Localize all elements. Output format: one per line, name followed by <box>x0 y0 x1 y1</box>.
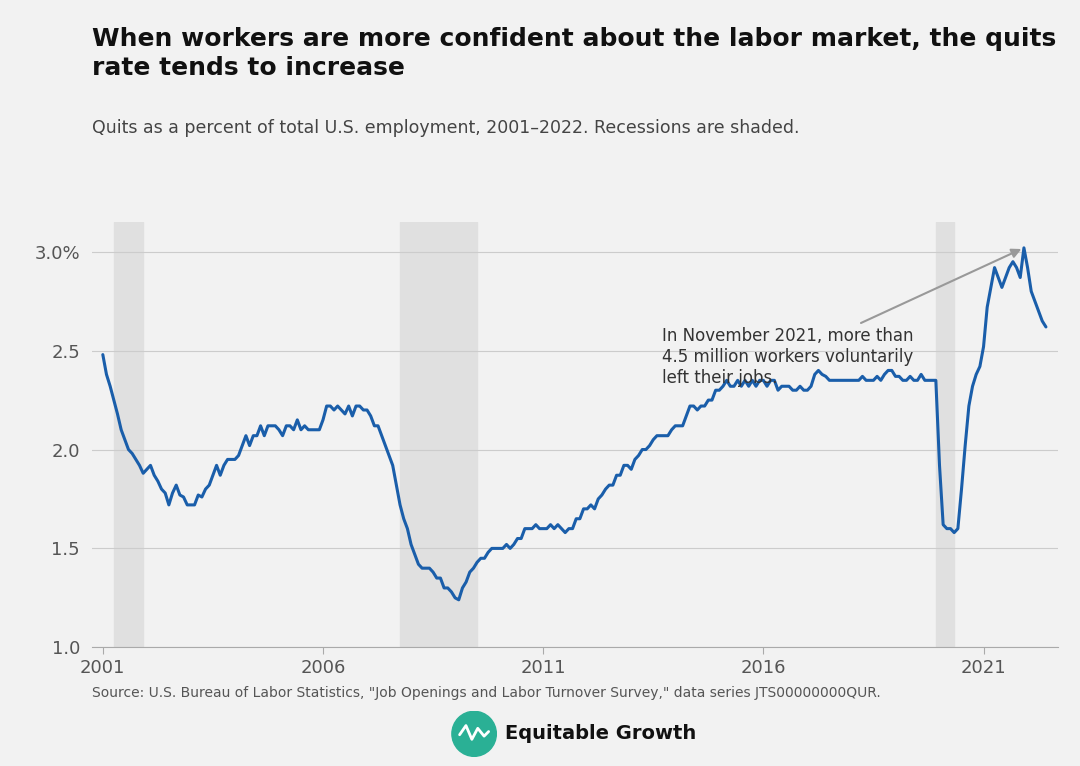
Text: Source: U.S. Bureau of Labor Statistics, "Job Openings and Labor Turnover Survey: Source: U.S. Bureau of Labor Statistics,… <box>92 686 880 699</box>
Text: When workers are more confident about the labor market, the quits
rate tends to : When workers are more confident about th… <box>92 27 1056 80</box>
Text: Quits as a percent of total U.S. employment, 2001–2022. Recessions are shaded.: Quits as a percent of total U.S. employm… <box>92 119 799 136</box>
Bar <box>936 222 954 647</box>
Bar <box>400 222 477 647</box>
Text: Equitable Growth: Equitable Growth <box>505 725 697 743</box>
Bar <box>113 222 144 647</box>
Text: In November 2021, more than
4.5 million workers voluntarily
left their jobs.: In November 2021, more than 4.5 million … <box>662 250 1020 387</box>
Circle shape <box>451 712 497 756</box>
